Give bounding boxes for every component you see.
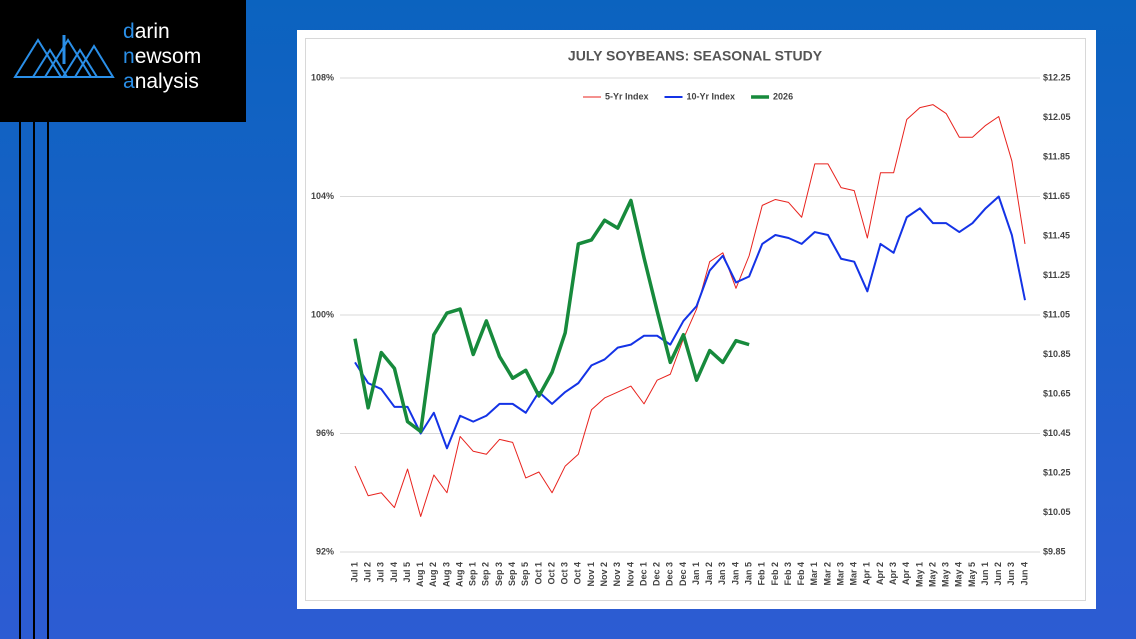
x-tick-label: Jan 4 <box>730 562 740 585</box>
y-tick-label: 108% <box>311 72 334 82</box>
x-tick-label: Aug 1 <box>415 562 425 587</box>
x-tick-label: Apr 2 <box>875 562 885 585</box>
x-tick-label: Nov 2 <box>599 562 609 587</box>
legend-label: 10-Yr Index <box>687 91 736 101</box>
x-tick-label: Sep 4 <box>507 562 517 586</box>
y2-tick-label: $11.25 <box>1043 270 1070 280</box>
y2-tick-label: $11.85 <box>1043 151 1070 161</box>
x-tick-label: May 2 <box>927 562 937 587</box>
x-tick-label: Sep 5 <box>520 562 530 586</box>
x-tick-label: Jun 3 <box>1006 562 1016 586</box>
x-tick-label: Apr 3 <box>888 562 898 585</box>
logo-icon <box>13 35 115 78</box>
x-tick-label: Mar 3 <box>835 562 845 586</box>
x-tick-label: May 1 <box>914 562 924 587</box>
x-tick-label: Aug 3 <box>441 562 451 587</box>
legend-label: 2026 <box>773 91 793 101</box>
x-tick-label: Jun 4 <box>1019 562 1029 586</box>
x-tick-label: Feb 2 <box>770 562 780 586</box>
x-tick-label: Jul 5 <box>402 562 412 583</box>
y-tick-label: 104% <box>311 191 334 201</box>
x-tick-label: Jul 3 <box>376 562 386 583</box>
x-tick-label: Dec 2 <box>652 562 662 586</box>
x-tick-label: Mar 2 <box>822 562 832 586</box>
y2-tick-label: $12.05 <box>1043 112 1071 122</box>
x-tick-label: Jan 3 <box>717 562 727 585</box>
chart-panel <box>297 30 1096 609</box>
x-tick-label: Feb 3 <box>783 562 793 586</box>
x-tick-label: Jan 5 <box>743 562 753 585</box>
x-tick-label: Dec 4 <box>678 562 688 586</box>
x-tick-label: Aug 4 <box>454 562 464 587</box>
x-tick-label: May 4 <box>954 562 964 587</box>
x-tick-label: Nov 1 <box>586 562 596 587</box>
x-tick-label: Oct 2 <box>546 562 556 585</box>
x-tick-label: Feb 1 <box>757 562 767 586</box>
x-tick-label: Apr 1 <box>862 562 872 585</box>
y-tick-label: 96% <box>316 428 334 438</box>
y2-tick-label: $10.05 <box>1043 507 1071 517</box>
logo-word: analysis <box>123 70 199 93</box>
x-tick-label: Jun 1 <box>980 562 990 586</box>
x-tick-label: Nov 4 <box>625 562 635 587</box>
chart-title: JULY SOYBEANS: SEASONAL STUDY <box>568 48 823 64</box>
y2-tick-label: $11.65 <box>1043 191 1070 201</box>
y2-tick-label: $12.25 <box>1043 72 1071 82</box>
x-tick-label: Oct 1 <box>533 562 543 585</box>
x-tick-label: Jun 2 <box>993 562 1003 586</box>
y-tick-label: 100% <box>311 309 334 319</box>
series-line <box>354 195 1026 450</box>
x-tick-label: Oct 3 <box>560 562 570 585</box>
series-line <box>354 104 1026 517</box>
x-tick-label: Jul 4 <box>389 562 399 583</box>
y2-tick-label: $10.85 <box>1043 349 1071 359</box>
y2-tick-label: $11.45 <box>1043 230 1070 240</box>
chart-border <box>305 38 1086 601</box>
y2-tick-label: $9.85 <box>1043 546 1066 556</box>
x-tick-label: Sep 1 <box>468 562 478 586</box>
series-line <box>353 198 750 434</box>
x-tick-label: Aug 2 <box>428 562 438 587</box>
y2-tick-label: $10.45 <box>1043 428 1071 438</box>
x-tick-label: Sep 3 <box>494 562 504 586</box>
x-tick-label: May 3 <box>941 562 951 587</box>
y2-tick-label: $10.65 <box>1043 388 1071 398</box>
x-tick-label: Dec 3 <box>665 562 675 586</box>
x-tick-label: May 5 <box>967 562 977 587</box>
x-tick-label: Jul 2 <box>363 562 373 583</box>
x-tick-label: Jan 2 <box>704 562 714 585</box>
logo: darin newsom analysis <box>0 0 246 122</box>
x-tick-label: Oct 4 <box>573 562 583 585</box>
x-tick-label: Jan 1 <box>691 562 701 585</box>
logo-word: newsom <box>123 45 202 68</box>
x-tick-label: Apr 4 <box>901 562 911 585</box>
y-tick-label: 92% <box>316 546 334 556</box>
legend-label: 5-Yr Index <box>605 91 649 101</box>
y2-tick-label: $10.25 <box>1043 467 1071 477</box>
x-tick-label: Jul 1 <box>349 562 359 583</box>
x-tick-label: Sep 2 <box>481 562 491 586</box>
logo-word: darin <box>123 20 170 43</box>
x-tick-label: Dec 1 <box>638 562 648 586</box>
x-tick-label: Mar 4 <box>849 562 859 586</box>
x-tick-label: Feb 4 <box>796 562 806 586</box>
x-tick-label: Mar 1 <box>809 562 819 586</box>
x-tick-label: Nov 3 <box>612 562 622 587</box>
y2-tick-label: $11.05 <box>1043 309 1070 319</box>
